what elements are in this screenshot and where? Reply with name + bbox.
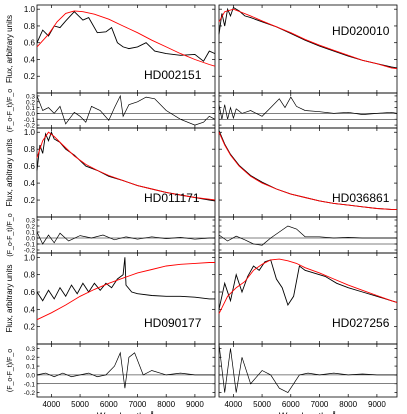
flux-tick-label: 1.0 xyxy=(24,253,36,262)
residual-line xyxy=(36,231,215,245)
flux-tick-label: 0.2 xyxy=(24,323,36,332)
model-flux-line xyxy=(36,262,215,321)
residual-line xyxy=(218,96,398,120)
flux-tick-label: 0.6 xyxy=(24,162,36,171)
flux-tick-label: 0.4 xyxy=(24,55,36,64)
resid-tick-label: 0.3 xyxy=(26,93,35,100)
residual-frame xyxy=(36,216,216,254)
panel-hd002151: HD0021510.20.40.60.81.0-0.2-0.10.00.10.2… xyxy=(5,4,216,132)
resid-tick-label: 0.2 xyxy=(26,224,35,231)
x-tick-label: 6000 xyxy=(282,400,300,409)
panel-hd020010: HD020010 xyxy=(218,4,398,129)
star-name: HD027256 xyxy=(332,316,390,330)
resid-tick-label: -0.1 xyxy=(24,117,36,124)
star-name: HD090177 xyxy=(144,316,202,330)
residual-line xyxy=(218,225,397,246)
x-axis-label: Wavelength, Å xyxy=(97,411,155,414)
observed-flux-line xyxy=(36,11,216,62)
flux-tick-label: 0.4 xyxy=(24,305,36,314)
model-flux-line xyxy=(36,10,216,67)
flux-tick-label: 1.0 xyxy=(24,128,36,137)
x-tick-label: 8000 xyxy=(157,400,175,409)
x-tick-label: 5000 xyxy=(253,400,271,409)
x-tick-label: 4000 xyxy=(42,400,60,409)
residual-axis-label: (F_o-F_t)/F_o xyxy=(7,349,14,392)
residual-axis-label: (F_o-F_t)/F_o xyxy=(7,89,14,132)
resid-tick-label: 0.2 xyxy=(26,99,35,106)
x-axis-label: Wavelength, Å xyxy=(279,411,337,414)
x-tick-label: 5000 xyxy=(71,400,89,409)
resid-tick-label: -0.2 xyxy=(24,123,36,130)
residual-line xyxy=(218,343,397,394)
flux-axis-label: Flux, arbitrary units xyxy=(5,264,14,332)
flux-tick-label: 0.4 xyxy=(24,179,36,188)
flux-tick-label: 1.0 xyxy=(24,5,36,14)
resid-tick-label: -0.2 xyxy=(24,390,36,397)
flux-tick-label: 0.8 xyxy=(24,271,36,280)
resid-tick-label: 0.1 xyxy=(26,230,35,237)
model-flux-line xyxy=(36,131,216,201)
resid-tick-label: -0.1 xyxy=(24,381,36,388)
star-name: HD020010 xyxy=(332,24,390,38)
star-name: HD011171 xyxy=(144,191,200,205)
residual-line xyxy=(36,94,216,126)
flux-frame xyxy=(36,252,216,345)
star-name: HD036861 xyxy=(332,191,390,205)
flux-tick-label: 0.8 xyxy=(24,145,36,154)
flux-frame xyxy=(218,252,398,345)
panel-hd027256: HD027256 4000 5000 6000 7000 8000 9000 Waveleng… xyxy=(218,252,398,414)
panel-hd090177: HD090177 0.2 0.4 0.6 0.8 1.0 -0.2 -0.1 0.00.1 0.2… xyxy=(5,252,216,414)
resid-tick-label: 0.0 xyxy=(26,372,35,379)
flux-tick-label: 0.2 xyxy=(24,72,36,81)
resid-tick-label: 0.2 xyxy=(26,355,35,362)
flux-tick-label: 0.2 xyxy=(24,196,36,205)
observed-flux-line xyxy=(36,257,215,302)
model-flux-line xyxy=(218,8,398,70)
resid-tick-label: 0.1 xyxy=(26,364,35,371)
residual-line xyxy=(36,351,215,389)
resid-tick-label: -0.2 xyxy=(24,248,36,255)
residual-axis-label: (F_o-F_t)/F_o xyxy=(7,213,14,256)
x-tick-label: 8000 xyxy=(339,400,357,409)
flux-frame xyxy=(218,4,398,94)
residual-frame xyxy=(218,216,398,254)
resid-tick-label: 0.3 xyxy=(26,218,35,225)
residual-frame xyxy=(218,343,398,398)
resid-tick-label: -0.1 xyxy=(24,242,36,249)
x-tick-label: 9000 xyxy=(368,400,386,409)
resid-tick-label: 0.0 xyxy=(26,111,35,118)
panel-hd011171: HD0111710.20.40.60.81.0-0.2-0.10.00.10.2… xyxy=(5,127,216,257)
x-tick-label: 9000 xyxy=(186,400,204,409)
flux-tick-label: 0.6 xyxy=(24,39,36,48)
x-tick-label: 7000 xyxy=(311,400,329,409)
resid-tick-label: 0.0 xyxy=(26,236,35,243)
x-tick-label: 7000 xyxy=(129,400,147,409)
flux-tick-label: 0.8 xyxy=(24,22,36,31)
flux-axis-label: Flux, arbitrary units xyxy=(5,138,14,206)
residual-frame xyxy=(36,343,216,398)
x-tick-label: 4000 xyxy=(224,400,242,409)
model-flux-line xyxy=(218,132,397,210)
flux-axis-label: Flux, arbitrary units xyxy=(5,15,14,83)
panel-hd036861: HD036861 xyxy=(218,127,398,254)
flux-tick-label: 0.6 xyxy=(24,288,36,297)
x-tick-label: 6000 xyxy=(100,400,118,409)
resid-tick-label: 0.3 xyxy=(26,346,35,353)
model-flux-line xyxy=(218,258,398,314)
resid-tick-label: 0.1 xyxy=(26,105,35,112)
observed-flux-line xyxy=(218,259,398,310)
star-name: HD002151 xyxy=(144,68,202,82)
